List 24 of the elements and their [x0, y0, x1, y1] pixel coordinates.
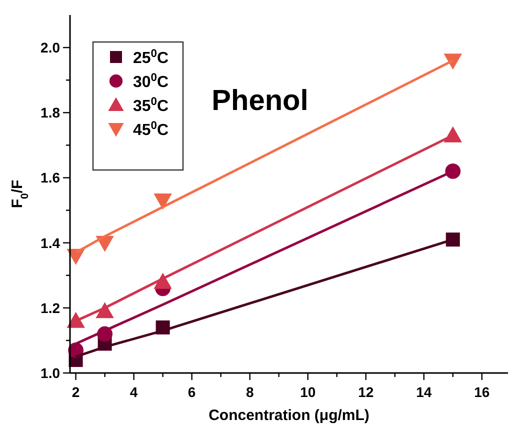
- y-tick-label: 1.0: [40, 365, 60, 381]
- x-tick-label: 14: [416, 384, 432, 400]
- x-tick-label: 12: [358, 384, 374, 400]
- point: [444, 54, 462, 70]
- x-tick-label: 10: [300, 384, 316, 400]
- legend-label: 25$^{0}$C: [133, 48, 170, 67]
- point: [446, 232, 460, 247]
- x-tick-label: 4: [130, 384, 138, 400]
- y-tick-label: 1.4: [40, 234, 60, 251]
- y-tick-label: 1.8: [40, 104, 60, 121]
- x-tick-label: 2: [72, 384, 80, 400]
- y-tick-label: 2.0: [40, 40, 60, 56]
- legend-label: 45$^{0}$C: [133, 120, 170, 139]
- legend-label: 35$^{0}$C: [133, 96, 170, 115]
- x-tick-label: 16: [474, 384, 490, 400]
- legend-label: 30$^{0}$C: [133, 72, 170, 91]
- y-tick-label: 1.2: [40, 300, 60, 316]
- text: Phenol: [212, 85, 308, 117]
- y-tick-label: 1.6: [40, 170, 60, 186]
- x-tick-label: 8: [246, 384, 254, 400]
- x-axis-title: Concentration (μg/mL): [208, 407, 370, 424]
- point: [154, 194, 172, 210]
- point: [445, 164, 461, 179]
- x-tick-label: 6: [188, 384, 196, 400]
